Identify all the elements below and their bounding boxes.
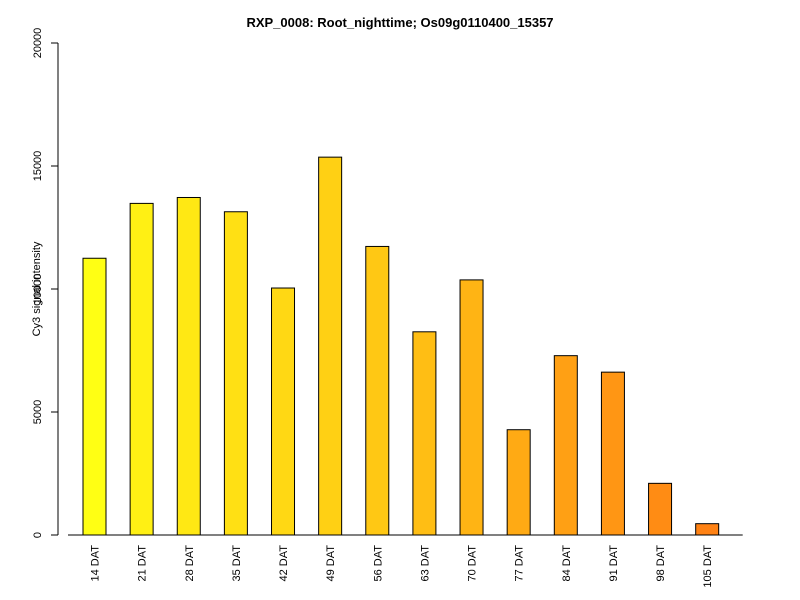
x-tick-label: 42 DAT: [278, 545, 290, 582]
bar: [695, 523, 720, 536]
bar: [648, 482, 673, 536]
bar: [459, 279, 484, 536]
chart-title: RXP_0008: Root_nighttime; Os09g0110400_1…: [246, 15, 553, 30]
bar: [506, 429, 531, 536]
y-tick-label: 20000: [32, 28, 44, 59]
bar: [318, 156, 343, 536]
bar: [600, 371, 625, 536]
bar: [553, 355, 578, 536]
x-tick-label: 98 DAT: [655, 545, 667, 582]
x-tick-label: 70 DAT: [467, 545, 479, 582]
bar: [365, 245, 390, 536]
bar: [82, 257, 107, 536]
bar: [223, 211, 248, 536]
x-tick-label: 49 DAT: [325, 545, 337, 582]
bars-group: [82, 156, 720, 536]
x-tick-label: 28 DAT: [184, 545, 196, 582]
y-tick-label: 15000: [32, 151, 44, 182]
x-tick-label: 21 DAT: [137, 545, 149, 582]
x-tick-label: 91 DAT: [608, 545, 620, 582]
x-tick-label: 56 DAT: [372, 545, 384, 582]
y-axis-label: Cy3 signal intensity: [31, 241, 43, 336]
x-tick-label: 77 DAT: [514, 545, 526, 582]
bar: [271, 287, 296, 536]
bar: [129, 202, 154, 536]
x-tick-labels: 14 DAT 21 DAT 28 DAT 35 DAT 42 DAT 49 DAT 56 D…: [90, 545, 715, 588]
x-tick-label: 84 DAT: [561, 545, 573, 582]
y-axis: 0 5000 10000 15000 20000: [32, 28, 59, 538]
y-tick-label: 10000: [32, 274, 44, 305]
bar: [412, 331, 437, 536]
y-tick-label: 5000: [32, 400, 44, 424]
x-tick-label: 14 DAT: [90, 545, 102, 582]
x-tick-label: 35 DAT: [231, 545, 243, 582]
x-tick-label: 63 DAT: [419, 545, 431, 582]
x-tick-label: 105 DAT: [702, 545, 714, 588]
y-tick-label: 0: [32, 532, 44, 538]
bar: [176, 196, 201, 536]
